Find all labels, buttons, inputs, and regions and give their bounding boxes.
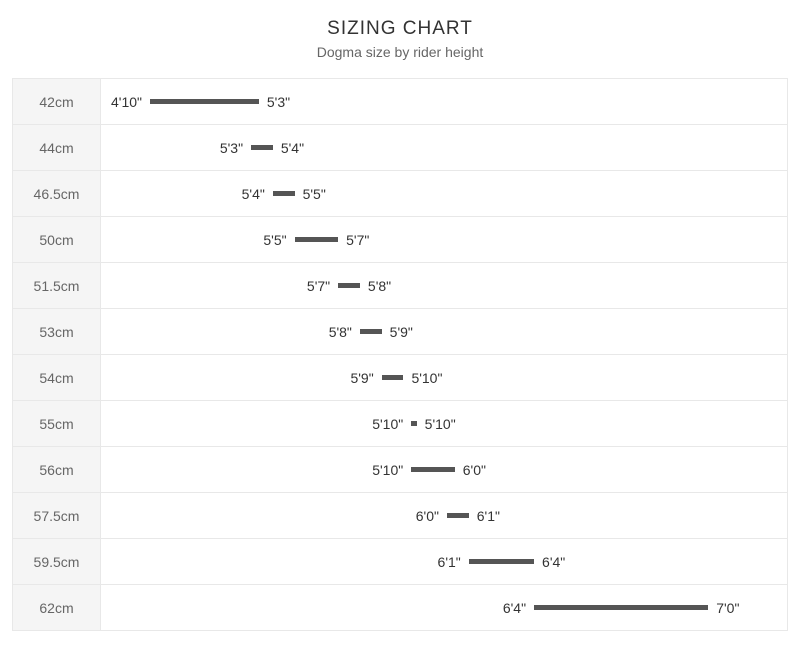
range-to-label: 5'5" — [303, 186, 326, 202]
size-row: 62cm 6'4" 7'0" — [13, 585, 787, 631]
range-cell: 5'10" 5'10" — [101, 401, 787, 446]
range-cell: 5'3" 5'4" — [101, 125, 787, 170]
range-bar — [360, 329, 382, 334]
range-cell: 5'9" 5'10" — [101, 355, 787, 400]
range-bar-group: 5'9" 5'10" — [350, 370, 442, 386]
range-cell: 5'5" 5'7" — [101, 217, 787, 262]
range-cell: 6'0" 6'1" — [101, 493, 787, 538]
range-from-label: 5'3" — [220, 140, 243, 156]
size-label: 44cm — [13, 125, 101, 170]
size-row: 46.5cm 5'4" 5'5" — [13, 171, 787, 217]
range-bar-group: 5'10" 6'0" — [372, 462, 486, 478]
range-bar-group: 5'3" 5'4" — [220, 140, 304, 156]
size-row: 44cm 5'3" 5'4" — [13, 125, 787, 171]
size-label: 54cm — [13, 355, 101, 400]
size-label: 46.5cm — [13, 171, 101, 216]
range-to-label: 5'8" — [368, 278, 391, 294]
range-to-label: 5'10" — [411, 370, 442, 386]
range-bar-group: 5'7" 5'8" — [307, 278, 391, 294]
size-row: 42cm 4'10" 5'3" — [13, 79, 787, 125]
range-to-label: 5'10" — [425, 416, 456, 432]
size-label: 51.5cm — [13, 263, 101, 308]
range-bar-group: 5'5" 5'7" — [263, 232, 369, 248]
range-to-label: 6'4" — [542, 554, 565, 570]
range-cell: 5'10" 6'0" — [101, 447, 787, 492]
range-from-label: 5'4" — [242, 186, 265, 202]
range-bar — [338, 283, 360, 288]
size-row: 51.5cm 5'7" 5'8" — [13, 263, 787, 309]
range-bar-group: 5'10" 5'10" — [372, 416, 455, 432]
range-bar-group: 6'0" 6'1" — [416, 508, 500, 524]
range-cell: 5'8" 5'9" — [101, 309, 787, 354]
range-bar — [534, 605, 708, 610]
range-cell: 6'1" 6'4" — [101, 539, 787, 584]
range-cell: 5'7" 5'8" — [101, 263, 787, 308]
range-to-label: 5'3" — [267, 94, 290, 110]
size-label: 62cm — [13, 585, 101, 630]
range-to-label: 7'0" — [716, 600, 739, 616]
size-label: 50cm — [13, 217, 101, 262]
range-bar — [295, 237, 339, 242]
chart-subtitle: Dogma size by rider height — [12, 44, 788, 60]
range-cell: 6'4" 7'0" — [101, 585, 787, 630]
size-label: 59.5cm — [13, 539, 101, 584]
range-bar — [273, 191, 295, 196]
range-cell: 4'10" 5'3" — [101, 79, 787, 124]
size-label: 55cm — [13, 401, 101, 446]
range-to-label: 6'1" — [477, 508, 500, 524]
range-from-label: 5'5" — [263, 232, 286, 248]
range-from-label: 6'1" — [438, 554, 461, 570]
range-from-label: 5'8" — [329, 324, 352, 340]
size-row: 56cm 5'10" 6'0" — [13, 447, 787, 493]
range-bar-group: 5'4" 5'5" — [242, 186, 326, 202]
range-bar — [411, 421, 416, 426]
range-from-label: 4'10" — [111, 94, 142, 110]
size-label: 42cm — [13, 79, 101, 124]
range-bar — [447, 513, 469, 518]
range-bar — [251, 145, 273, 150]
size-row: 55cm 5'10" 5'10" — [13, 401, 787, 447]
size-label: 53cm — [13, 309, 101, 354]
range-to-label: 5'4" — [281, 140, 304, 156]
range-bar — [150, 99, 259, 104]
size-row: 50cm 5'5" 5'7" — [13, 217, 787, 263]
range-from-label: 5'7" — [307, 278, 330, 294]
range-from-label: 5'10" — [372, 462, 403, 478]
range-bar — [469, 559, 534, 564]
range-cell: 5'4" 5'5" — [101, 171, 787, 216]
range-from-label: 6'0" — [416, 508, 439, 524]
sizing-chart: 42cm4'10"5'3"44cm5'3"5'4"46.5cm5'4"5'5"5… — [12, 78, 788, 631]
size-label: 56cm — [13, 447, 101, 492]
chart-title: SIZING CHART — [12, 18, 788, 40]
range-to-label: 5'9" — [390, 324, 413, 340]
range-bar — [382, 375, 404, 380]
range-bar — [411, 467, 455, 472]
range-from-label: 5'9" — [350, 370, 373, 386]
size-row: 53cm 5'8" 5'9" — [13, 309, 787, 355]
range-to-label: 5'7" — [346, 232, 369, 248]
sizing-chart-container: SIZING CHART Dogma size by rider height … — [0, 0, 800, 659]
range-to-label: 6'0" — [463, 462, 486, 478]
range-bar-group: 4'10" 5'3" — [111, 94, 290, 110]
size-row: 57.5cm 6'0" 6'1" — [13, 493, 787, 539]
range-from-label: 5'10" — [372, 416, 403, 432]
size-label: 57.5cm — [13, 493, 101, 538]
range-from-label: 6'4" — [503, 600, 526, 616]
range-bar-group: 5'8" 5'9" — [329, 324, 413, 340]
size-row: 54cm 5'9" 5'10" — [13, 355, 787, 401]
range-bar-group: 6'1" 6'4" — [438, 554, 566, 570]
range-bar-group: 6'4" 7'0" — [503, 600, 740, 616]
size-row: 59.5cm 6'1" 6'4" — [13, 539, 787, 585]
